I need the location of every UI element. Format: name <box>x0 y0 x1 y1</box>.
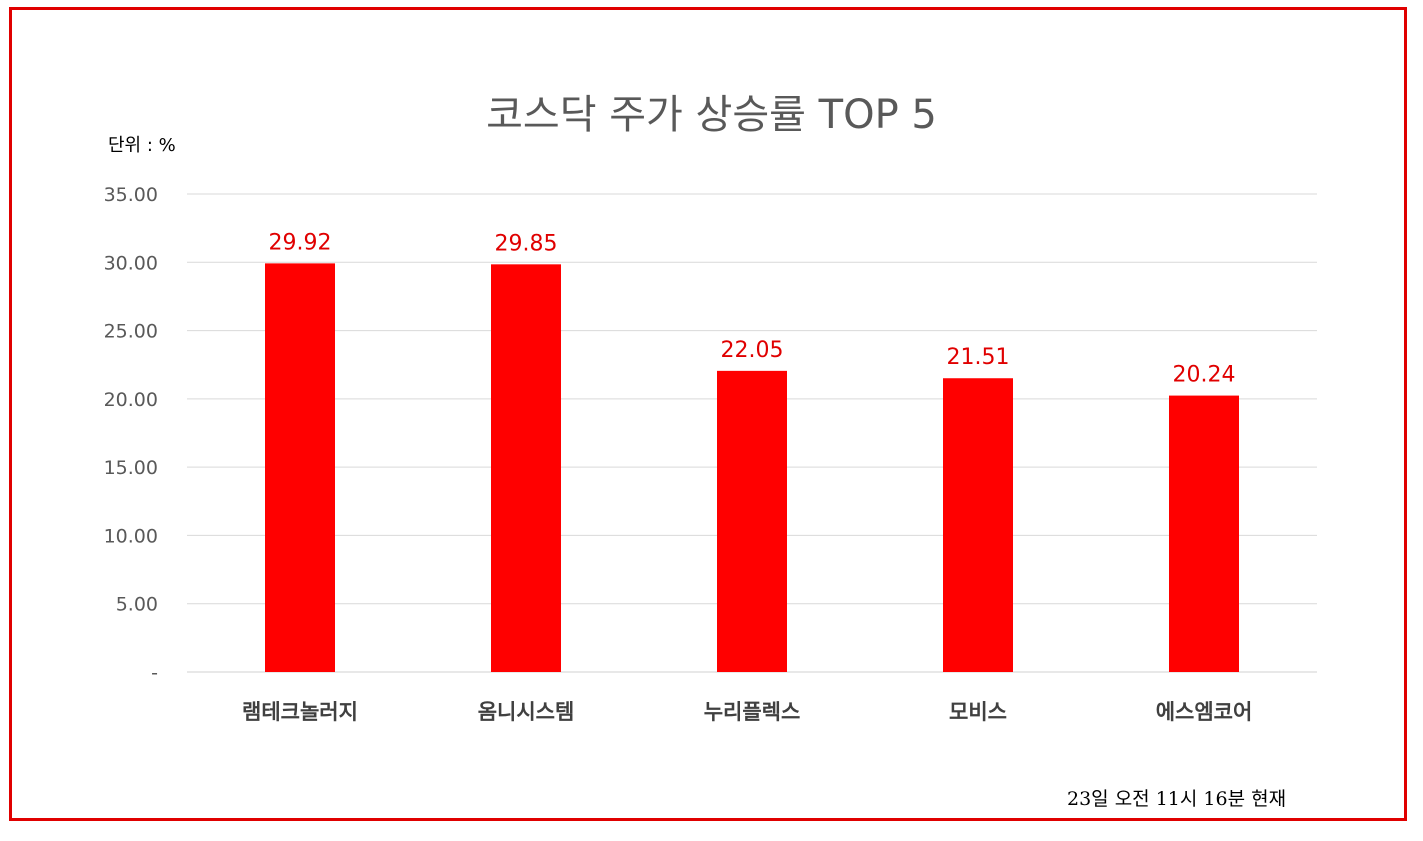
y-tick-label: - <box>151 662 158 684</box>
footnote: 23일 오전 11시 16분 현재 <box>1067 788 1287 810</box>
bar <box>491 264 561 672</box>
bar <box>265 263 335 672</box>
data-label: 20.24 <box>1173 363 1236 388</box>
x-tick-label: 에스엠코어 <box>1156 700 1253 724</box>
y-tick-label: 20.00 <box>104 389 158 411</box>
data-label: 29.85 <box>495 231 558 256</box>
x-tick-label: 램테크놀러지 <box>242 700 358 724</box>
x-tick-label: 옴니시스템 <box>478 700 575 724</box>
bar <box>1169 395 1239 672</box>
bar <box>943 378 1013 672</box>
y-tick-label: 25.00 <box>104 321 158 343</box>
y-tick-label: 5.00 <box>116 594 158 616</box>
y-tick-label: 30.00 <box>104 252 158 274</box>
x-tick-label: 누리플렉스 <box>704 700 801 724</box>
data-label: 21.51 <box>947 345 1010 370</box>
y-tick-label: 35.00 <box>104 184 158 206</box>
y-tick-label: 15.00 <box>104 457 158 479</box>
x-tick-label: 모비스 <box>949 700 1007 724</box>
unit-label: 단위 : % <box>108 135 176 156</box>
bar <box>717 370 787 672</box>
data-label: 22.05 <box>721 338 784 363</box>
data-label: 29.92 <box>269 230 332 255</box>
chart-title: 코스닥 주가 상승률 TOP 5 <box>486 92 937 138</box>
y-tick-label: 10.00 <box>104 525 158 547</box>
